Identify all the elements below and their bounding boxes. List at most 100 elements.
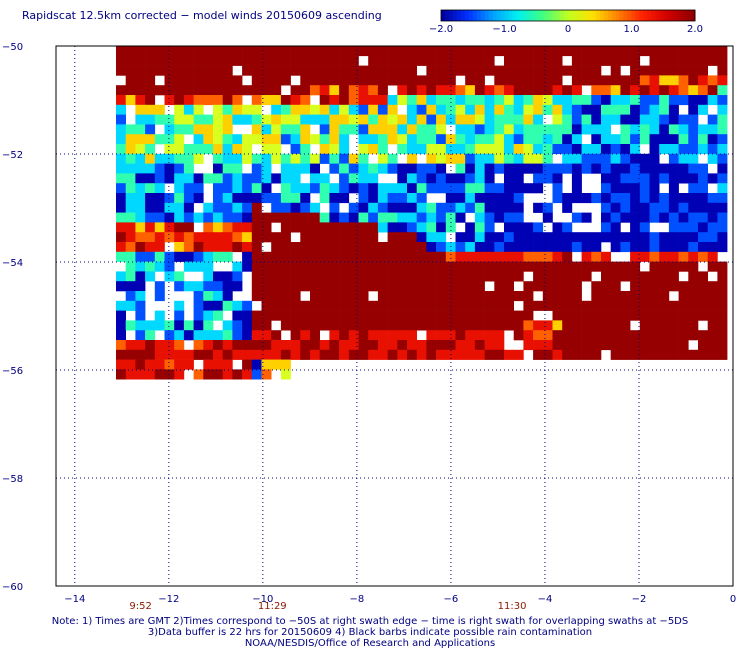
wind-cell <box>145 65 156 76</box>
wind-cell <box>232 369 243 380</box>
wind-cell <box>319 251 330 262</box>
wind-cell <box>203 202 214 213</box>
wind-cell <box>474 173 485 184</box>
wind-cell <box>222 281 233 292</box>
wind-cell <box>135 232 146 243</box>
wind-cell <box>377 104 388 115</box>
colorbar-swatch <box>544 10 549 21</box>
wind-cell <box>183 222 194 233</box>
wind-cell <box>571 153 582 164</box>
wind-cell <box>377 55 388 66</box>
colorbar-swatch <box>520 10 525 21</box>
wind-cell <box>591 251 602 262</box>
wind-cell <box>135 144 146 155</box>
wind-cell <box>581 330 592 341</box>
wind-cell <box>368 271 379 282</box>
wind-cell <box>339 65 350 76</box>
wind-cell <box>533 183 544 194</box>
wind-cell <box>668 340 679 351</box>
wind-cell <box>232 55 243 66</box>
wind-cell <box>639 222 650 233</box>
wind-cell <box>222 55 233 66</box>
wind-cell <box>116 212 126 223</box>
wind-cell <box>688 251 699 262</box>
colorbar-swatch <box>460 10 466 21</box>
wind-cell <box>280 173 291 184</box>
wind-cell <box>222 104 233 115</box>
wind-cell <box>465 222 476 233</box>
wind-cell <box>465 183 476 194</box>
wind-cell <box>610 144 621 155</box>
wind-cell <box>630 85 641 96</box>
wind-cell <box>639 212 650 223</box>
wind-cell <box>377 163 388 174</box>
wind-cell <box>280 232 291 243</box>
wind-cell <box>436 261 447 272</box>
wind-cell <box>300 114 311 125</box>
wind-cell <box>542 85 553 96</box>
wind-cell <box>465 291 476 302</box>
wind-cell <box>116 369 126 380</box>
wind-cell <box>484 144 495 155</box>
wind-cell <box>319 183 330 194</box>
wind-cell <box>310 202 320 213</box>
wind-cell <box>358 65 369 76</box>
wind-cell <box>407 65 417 76</box>
wind-cell <box>649 291 660 302</box>
wind-cell <box>707 124 718 135</box>
wind-cell <box>426 242 437 253</box>
wind-cell <box>649 242 660 253</box>
wind-cell <box>474 55 485 66</box>
wind-cell <box>280 340 291 351</box>
wind-cell <box>261 300 272 311</box>
wind-cell <box>329 340 340 351</box>
wind-cell <box>251 183 262 194</box>
wind-cell <box>222 271 233 282</box>
wind-cell <box>222 291 233 302</box>
wind-cell <box>688 55 699 66</box>
wind-cell <box>484 95 495 106</box>
wind-cell <box>707 75 718 86</box>
wind-cell <box>591 281 602 292</box>
wind-cell <box>407 183 417 194</box>
wind-cell <box>484 291 495 302</box>
wind-cell <box>242 242 253 253</box>
wind-cell <box>135 65 146 76</box>
wind-cell <box>203 75 214 86</box>
latitude-tick-label: −50 <box>2 42 23 53</box>
wind-cell <box>368 144 379 155</box>
wind-cell <box>125 173 136 184</box>
wind-cell <box>591 193 602 204</box>
wind-cell <box>329 310 340 321</box>
wind-cell <box>280 55 291 66</box>
wind-cell <box>678 124 689 135</box>
wind-cell <box>639 202 650 213</box>
wind-cell <box>688 222 699 233</box>
wind-cell <box>397 114 408 125</box>
wind-cell <box>222 153 233 164</box>
wind-cell <box>319 95 330 106</box>
wind-cell <box>368 183 379 194</box>
wind-cell <box>571 134 582 145</box>
wind-cell <box>542 202 553 213</box>
wind-cell <box>504 55 514 66</box>
wind-cell <box>154 359 165 370</box>
wind-cell <box>397 320 408 331</box>
wind-cell <box>407 222 417 233</box>
wind-cell <box>193 46 204 57</box>
wind-cell <box>397 124 408 135</box>
wind-cell <box>407 95 417 106</box>
wind-cell <box>416 183 427 194</box>
wind-cell <box>290 320 301 331</box>
wind-cell <box>668 134 679 145</box>
wind-cell <box>688 212 699 223</box>
wind-cell <box>562 291 573 302</box>
wind-cell <box>407 281 417 292</box>
wind-cell <box>174 340 185 351</box>
wind-cell <box>639 320 650 331</box>
wind-cell <box>513 75 524 86</box>
wind-cell <box>552 183 563 194</box>
colorbar-swatch <box>663 10 668 21</box>
wind-cell <box>484 202 495 213</box>
wind-cell <box>300 222 311 233</box>
